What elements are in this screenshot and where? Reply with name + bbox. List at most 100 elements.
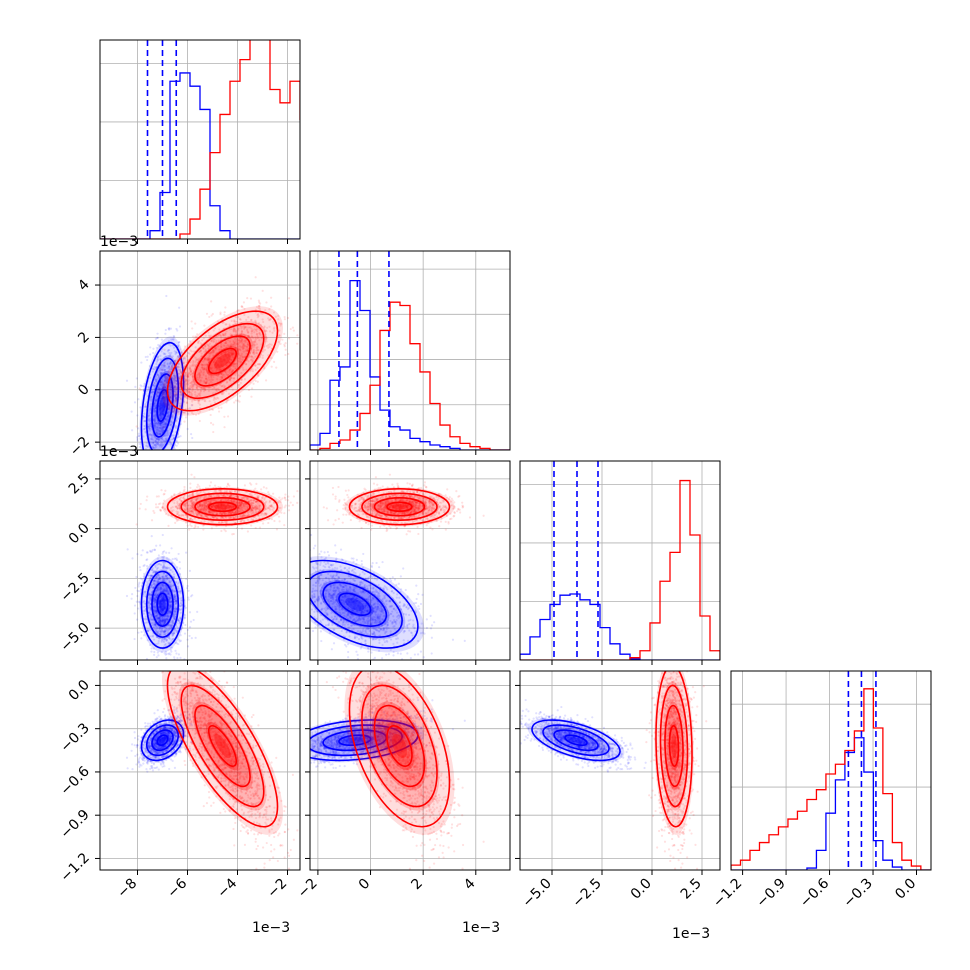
scatter-point: [239, 336, 242, 340]
scatter-point: [223, 344, 226, 348]
scatter-point: [191, 364, 194, 367]
scatter-point: [187, 379, 190, 382]
scatter-point: [277, 340, 280, 344]
scatter-point: [186, 427, 189, 431]
scatter-point: [173, 385, 176, 388]
scatter-point: [157, 441, 160, 444]
scatter-point: [241, 347, 245, 351]
scatter-point: [163, 379, 167, 382]
scatter-point: [153, 410, 156, 414]
scatter-point: [179, 375, 182, 378]
scatter-point: [168, 366, 171, 369]
scatter-point: [161, 533, 164, 537]
scatter-point: [130, 410, 133, 413]
scatter-point: [142, 435, 145, 438]
scatter-point: [180, 351, 184, 354]
scatter-point: [177, 344, 180, 347]
scatter-point: [165, 657, 168, 660]
scatter-point: [152, 351, 155, 355]
scatter-point: [274, 315, 277, 318]
scatter-point: [198, 371, 201, 374]
scatter-point: [161, 385, 164, 388]
scatter-point: [161, 413, 165, 416]
scatter-point: [191, 327, 194, 330]
scatter-point: [243, 344, 246, 348]
scatter-point: [152, 441, 155, 445]
scatter-point: [191, 436, 194, 440]
scatter-point: [155, 362, 158, 366]
scatter-point: [160, 406, 164, 409]
scatter-point: [189, 349, 192, 352]
scatter-point: [197, 401, 200, 405]
scatter-point: [174, 351, 177, 354]
scatter-point: [155, 360, 159, 363]
scatter-point: [221, 360, 224, 363]
scatter-point: [243, 307, 246, 311]
scatter-point: [237, 385, 240, 388]
scatter-point: [131, 593, 134, 596]
scatter-point: [156, 359, 159, 362]
histogram-red: [310, 301, 510, 450]
scatter-point: [226, 361, 230, 365]
scatter-point: [226, 398, 229, 402]
scatter-point: [146, 444, 149, 447]
scatter-point: [208, 352, 211, 355]
scatter-point: [169, 368, 172, 371]
scatter-point: [165, 433, 168, 436]
scatter-point: [149, 437, 152, 441]
scatter-point: [167, 458, 169, 460]
scatter-point: [252, 382, 255, 385]
scatter-point: [179, 390, 182, 393]
scatter-point: [154, 406, 157, 409]
scatter-point: [203, 357, 207, 360]
scatter-point: [232, 362, 235, 366]
scatter-point: [169, 396, 172, 399]
scatter-point: [174, 663, 176, 665]
scatter-point: [164, 417, 167, 420]
scatter-point: [207, 331, 210, 334]
scatter-point: [228, 324, 231, 327]
scatter-point: [213, 484, 217, 487]
scatter-point: [154, 423, 157, 426]
scatter-point: [256, 366, 259, 369]
scatter-point: [184, 385, 187, 388]
scatter-point: [250, 395, 253, 398]
scatter-point: [159, 372, 162, 375]
scatter-point: [161, 410, 164, 413]
scatter-point: [248, 335, 251, 339]
scatter-point: [213, 346, 217, 349]
scatter-point: [169, 420, 173, 424]
scatter-point: [151, 473, 153, 475]
scatter-point: [140, 554, 143, 557]
scatter-point: [162, 406, 165, 409]
scatter-point: [204, 363, 207, 366]
scatter-point: [159, 422, 163, 425]
scatter-point: [133, 468, 135, 470]
scatter-point: [159, 387, 162, 391]
scatter-point: [148, 376, 152, 379]
scatter-point: [187, 596, 190, 599]
scatter-point: [162, 413, 165, 416]
scatter-point: [155, 393, 158, 397]
scatter-point: [199, 349, 202, 352]
scatter-point: [161, 383, 164, 386]
scatter-point: [157, 495, 160, 498]
scatter-point: [238, 400, 241, 403]
scatter-point: [175, 382, 178, 385]
scatter-point: [160, 365, 163, 368]
scatter-point: [223, 415, 226, 418]
scatter-point: [296, 490, 299, 493]
scatter-point: [190, 320, 193, 323]
scatter-point: [155, 380, 158, 383]
scatter-point: [164, 440, 167, 443]
scatter-point: [208, 315, 211, 319]
scatter-point: [239, 381, 243, 385]
scatter-point: [163, 383, 166, 386]
scatter-point: [174, 397, 178, 400]
scatter-point: [215, 357, 219, 360]
scatter-point: [261, 312, 264, 315]
scatter-point: [188, 387, 191, 390]
scatter-point: [142, 415, 145, 418]
scatter-point: [150, 467, 152, 469]
scatter-point: [255, 305, 258, 308]
